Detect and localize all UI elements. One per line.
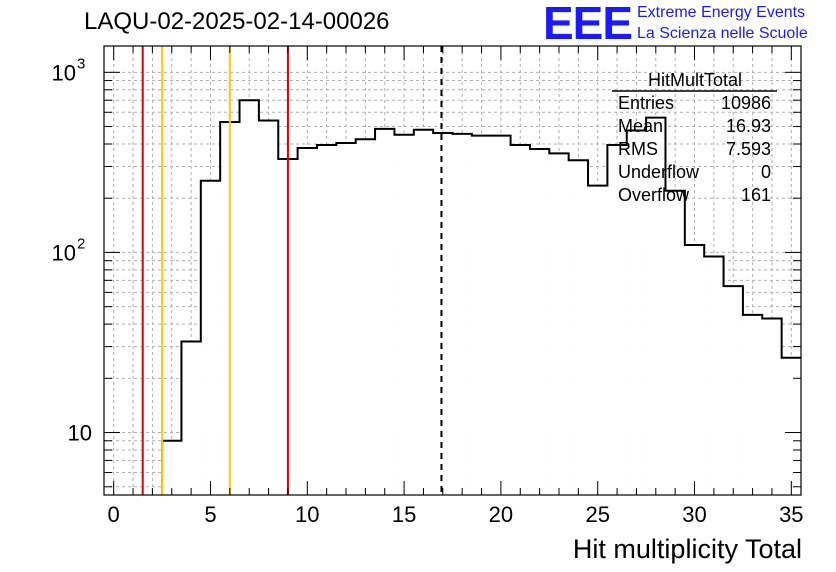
marker-lines	[141, 46, 777, 495]
histogram-bars	[161, 99, 801, 496]
histogram-bar	[646, 117, 666, 496]
x-tick-label: 20	[489, 502, 513, 527]
histogram-bar	[588, 185, 608, 496]
histogram-bar	[626, 130, 647, 495]
histogram-bar	[181, 341, 201, 495]
histogram-bar	[529, 149, 550, 495]
stats-row-overflow: Overflow 161	[618, 185, 771, 206]
histogram-bar	[316, 144, 337, 495]
histogram-bar	[742, 314, 763, 495]
histogram-bar	[162, 440, 182, 495]
stats-value: 0	[760, 162, 771, 182]
logo-line-2: La Scienza nelle Scuole	[637, 25, 808, 42]
histogram-bar	[394, 134, 414, 495]
histogram-bar	[549, 153, 569, 495]
stats-row-entries: Entries 10986	[618, 93, 771, 114]
y-tick-label: 10	[68, 421, 92, 446]
x-tick-label: 5	[204, 502, 216, 527]
stats-label: Mean	[618, 116, 664, 136]
stats-value: 16.93	[725, 116, 771, 136]
histogram-bar	[665, 190, 685, 496]
stats-label: RMS	[618, 139, 658, 159]
x-tick-label: 25	[585, 502, 609, 527]
axis-ticks	[104, 46, 801, 495]
histogram-bar	[297, 148, 317, 495]
stats-label: Entries	[618, 93, 675, 113]
y-tick-label: 10	[52, 60, 76, 85]
eee-logo: EEE	[543, 0, 633, 49]
x-axis-title: Hit multiplicity Total	[572, 534, 802, 564]
histogram-bar	[413, 129, 434, 495]
histogram-bar	[239, 100, 259, 495]
histogram-bar	[684, 244, 705, 495]
histogram-bar	[258, 120, 279, 495]
y-tick-label-exponent: 3	[77, 55, 85, 72]
y-tick-label-exponent: 2	[77, 235, 85, 252]
stats-value: 10986	[720, 93, 771, 113]
x-tick-label: 35	[779, 502, 803, 527]
stats-row-underflow: Underflow 0	[618, 162, 771, 183]
histogram-bar	[607, 144, 627, 495]
histogram-bar	[336, 143, 356, 495]
histogram-bar	[762, 318, 782, 495]
histogram-outline	[161, 99, 801, 495]
histogram-bar	[491, 135, 511, 495]
histogram-bar	[375, 128, 395, 496]
x-tick-label: 15	[392, 502, 416, 527]
stats-row-mean: Mean 16.93	[618, 116, 771, 137]
x-tick-label: 10	[295, 502, 319, 527]
histogram-bar	[200, 180, 221, 495]
y-tick-label: 10	[52, 240, 76, 265]
x-tick-label: 30	[682, 502, 706, 527]
histogram-bar	[723, 286, 743, 495]
logo-line-1: Extreme Energy Events	[637, 4, 806, 21]
plot-frame	[103, 45, 802, 496]
stats-label: Overflow	[618, 185, 690, 205]
stats-row-rms: RMS 7.593	[618, 139, 771, 160]
x-tick-label: 0	[108, 502, 120, 527]
stats-label: Underflow	[618, 162, 700, 182]
histogram-bar	[568, 160, 589, 495]
histogram-bar	[510, 144, 530, 495]
histogram-bar	[452, 133, 472, 495]
stats-value: 7.593	[725, 139, 771, 159]
histogram-bar	[704, 256, 724, 495]
stats-value: 161	[740, 185, 771, 205]
histogram-bar	[355, 139, 376, 496]
histogram-bar	[433, 133, 453, 495]
stats-title: HitMultTotal	[647, 70, 743, 90]
histogram-bar	[471, 135, 492, 495]
chart-title: LAQU-02-2025-02-14-00026	[84, 8, 390, 35]
